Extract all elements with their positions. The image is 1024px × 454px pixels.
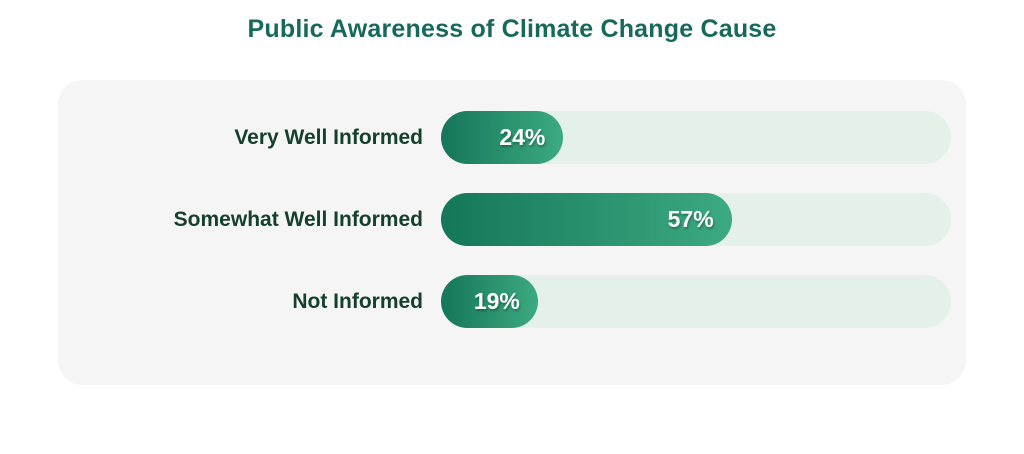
bar-fill: 24% (441, 111, 564, 164)
bar-value-label: 19% (473, 288, 520, 314)
chart-card: Very Well Informed 24% Somewhat Well Inf… (58, 80, 966, 385)
bar-row: Not Informed 19% (58, 275, 951, 328)
bar-row: Very Well Informed 24% (58, 111, 951, 164)
chart-title: Public Awareness of Climate Change Cause (247, 15, 777, 43)
bar-value-label: 24% (499, 124, 546, 150)
bar-fill: 19% (441, 275, 538, 328)
bar-fill: 57% (441, 193, 732, 246)
bar-value-label: 57% (667, 206, 714, 232)
bar-category-label: Somewhat Well Informed (173, 207, 423, 231)
page: { "title": "Public Awareness of Climate … (0, 14, 1024, 454)
bar-row: Somewhat Well Informed 57% (58, 193, 951, 246)
bar-track: 57% (441, 193, 951, 246)
bar-category-label: Very Well Informed (234, 125, 423, 149)
bar-track: 19% (441, 275, 951, 328)
bar-category-label: Not Informed (292, 289, 423, 313)
bar-track: 24% (441, 111, 951, 164)
